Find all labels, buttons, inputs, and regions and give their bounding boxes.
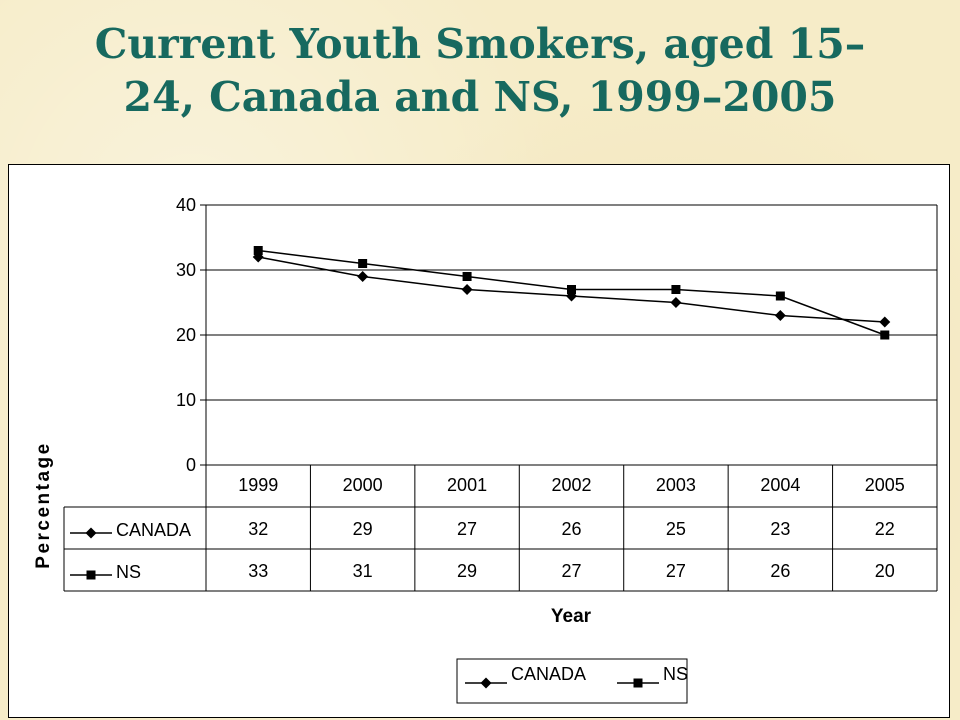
x-axis-title: Year (551, 606, 592, 627)
y-axis-title: Percentage (33, 441, 54, 568)
y-tick-label: 30 (176, 260, 196, 280)
x-category-label: 2004 (760, 475, 800, 495)
legend: CANADA NS (456, 658, 688, 704)
y-tick-label: 10 (176, 390, 196, 410)
legend-label: CANADA (511, 664, 586, 684)
data-point (670, 297, 682, 308)
data-point (774, 310, 786, 321)
table-cell-value: 27 (457, 519, 477, 539)
y-axis-ticks: 0 10 20 30 40 (176, 195, 196, 475)
data-point (85, 527, 97, 539)
data-point (358, 259, 368, 268)
table-cell-value: 20 (875, 561, 895, 581)
y-tick-label: 0 (186, 455, 196, 475)
data-point (633, 678, 643, 688)
legend-box (456, 658, 688, 704)
table-row-label: CANADA (116, 520, 191, 540)
table-cell-value: 27 (561, 561, 581, 581)
data-point (567, 285, 576, 294)
data-table: 1999 2000 2001 2002 2003 2004 2005 CANADA 32 29 27… (63, 465, 938, 592)
gridlines (200, 204, 938, 466)
table-cell-value: 22 (875, 519, 895, 539)
data-point (879, 316, 891, 328)
x-category-label: 1999 (238, 475, 278, 495)
data-point (880, 330, 890, 340)
data-point (462, 272, 472, 281)
table-cell-value: 27 (666, 561, 686, 581)
table-cell-value: 26 (770, 561, 790, 581)
table-cell-value: 23 (770, 519, 790, 539)
data-point (775, 291, 785, 301)
x-category-label: 2001 (447, 475, 487, 495)
table-cell-value: 25 (666, 519, 686, 539)
line-chart: 0 10 20 30 40 1999 2000 2001 2002 2003 2004 2005 CA… (33, 195, 938, 704)
x-category-label: 2003 (656, 475, 696, 495)
title-line-1: Current Youth Smokers, aged 15– (94, 20, 866, 68)
data-point (671, 285, 681, 294)
data-point (461, 284, 473, 295)
y-tick-label: 40 (176, 195, 196, 215)
table-cell-value: 31 (353, 561, 373, 581)
table-cell-value: 33 (248, 561, 268, 581)
x-category-label: 2002 (551, 475, 591, 495)
x-category-label: 2005 (865, 475, 905, 495)
y-tick-label: 20 (176, 325, 196, 345)
series-lines (252, 246, 891, 340)
table-cell-value: 32 (248, 519, 268, 539)
table-row-label: NS (116, 562, 141, 582)
slide-title: Current Youth Smokers, aged 15– 24, Cana… (20, 18, 940, 124)
data-point (253, 246, 263, 255)
table-cell-value: 26 (561, 519, 581, 539)
title-line-2: 24, Canada and NS, 1999–2005 (123, 73, 837, 121)
chart-panel: 0 10 20 30 40 1999 2000 2001 2002 2003 2004 2005 CA… (8, 164, 950, 718)
table-cell-value: 29 (457, 561, 477, 581)
legend-label: NS (663, 664, 688, 684)
data-point (86, 570, 96, 580)
x-category-label: 2000 (343, 475, 383, 495)
data-point (480, 677, 492, 689)
data-point (357, 271, 369, 282)
table-cell-value: 29 (353, 519, 373, 539)
